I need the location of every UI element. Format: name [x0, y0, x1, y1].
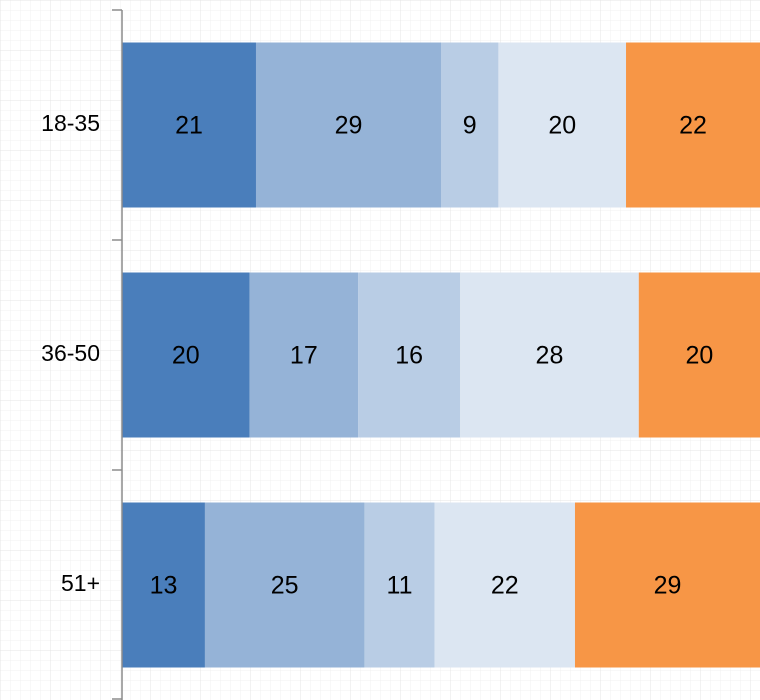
bar-segment [498, 42, 627, 208]
data-label: 20 [548, 112, 576, 140]
data-label: 20 [685, 342, 713, 370]
data-label: 22 [679, 112, 707, 140]
bar-segment [122, 42, 256, 208]
y-tick-label: 51+ [61, 570, 100, 596]
data-label: 29 [335, 112, 363, 140]
data-label: 21 [175, 112, 203, 140]
data-label: 28 [536, 342, 564, 370]
bar-segment [626, 42, 760, 208]
y-tick-label: 36-50 [41, 340, 100, 366]
data-label: 17 [290, 342, 318, 370]
bar-segment [249, 272, 359, 438]
bar-segment [638, 272, 760, 438]
bar-segment [574, 502, 760, 668]
y-axis [112, 9, 123, 700]
y-tick-label: 18-35 [41, 110, 100, 136]
data-label: 16 [395, 342, 423, 370]
bar-segment [255, 42, 441, 208]
data-label: 25 [271, 572, 299, 600]
bar-segment [441, 42, 499, 208]
data-label: 11 [387, 572, 413, 600]
data-label: 9 [463, 112, 477, 140]
bar-segment [460, 272, 639, 438]
bar-segment [204, 502, 365, 668]
data-label: 20 [172, 342, 200, 370]
bars: 21 29 9 20 22 20 17 16 28 20 13 25 11 22 29 [122, 42, 760, 668]
bar-segment [364, 502, 435, 668]
bar-segment [122, 272, 250, 438]
data-label: 22 [491, 572, 519, 600]
bar-segment [358, 272, 461, 438]
bar-segment [434, 502, 575, 668]
data-label: 29 [654, 572, 682, 600]
bar-segment [122, 502, 205, 668]
data-label: 13 [150, 572, 178, 600]
